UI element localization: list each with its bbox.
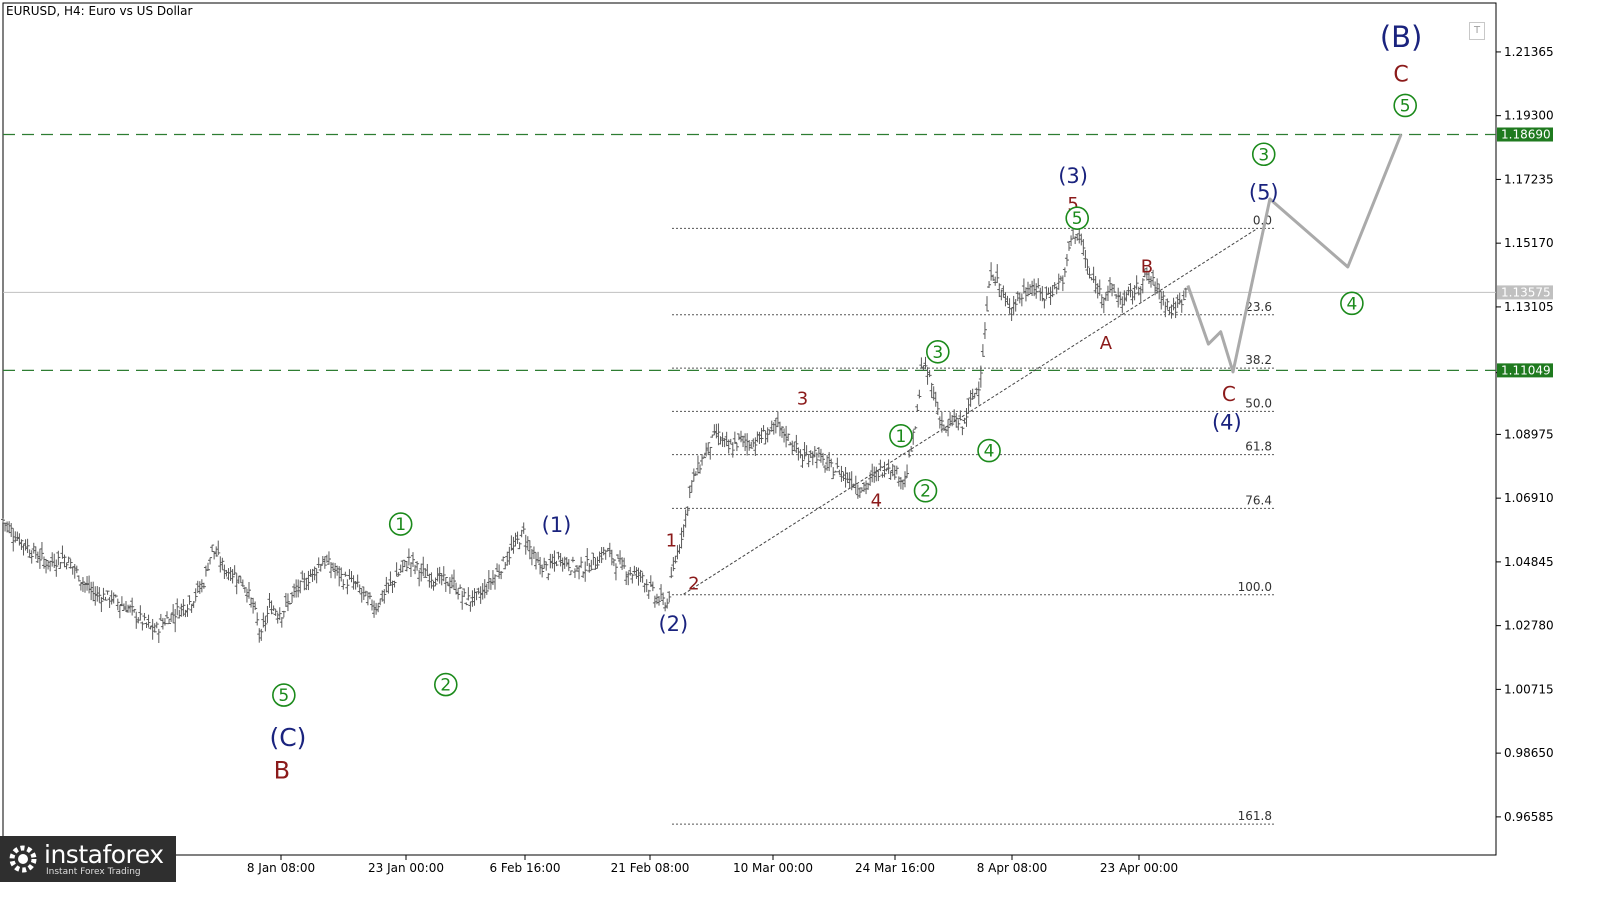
price-series-group <box>1 223 1188 643</box>
wave-label-4: 4 <box>984 442 995 462</box>
wave-label-4: 4 <box>1346 294 1357 314</box>
wave-label-B: B <box>1141 257 1153 278</box>
time-tick-label: 23 Apr 00:00 <box>1100 861 1178 875</box>
fib-label: 100.0 <box>1238 580 1272 594</box>
wave-label-(B): (B) <box>1380 20 1423 54</box>
level-tag <box>1497 363 1553 378</box>
wave-label-(5): (5) <box>1249 180 1279 204</box>
wave-label-circle <box>1251 142 1276 167</box>
wave-label-5: 5 <box>1072 209 1083 229</box>
level-tag-label: 1.11049 <box>1501 363 1551 377</box>
wave-label-(4): (4) <box>1212 411 1242 435</box>
level-tag <box>1497 127 1553 142</box>
fib-label: 23.6 <box>1245 300 1272 314</box>
fib-label: 61.8 <box>1245 440 1272 454</box>
wave-label-circle <box>1393 93 1417 118</box>
current-price-tag <box>1497 285 1553 300</box>
price-tick-label: 1.08975 <box>1504 427 1554 441</box>
gear-logo-icon <box>9 845 37 873</box>
logo-tagline: Instant Forex Trading <box>46 867 141 877</box>
wave-label-1: 1 <box>395 515 406 535</box>
instaforex-logo: instaforex Instant Forex Trading <box>0 836 176 882</box>
wave-label-1: 1 <box>895 427 906 447</box>
wave-label-3: 3 <box>932 343 943 363</box>
price-tick-label: 1.21365 <box>1504 45 1554 59</box>
trendline-group <box>683 227 1258 595</box>
time-tick-label: 24 Mar 16:00 <box>855 861 935 875</box>
projection-group <box>1186 133 1403 374</box>
logo-name: instaforex <box>44 840 164 869</box>
price-axis[interactable]: 1.213651.193001.172351.151701.131051.109… <box>1496 45 1554 824</box>
price-tick-label: 0.98650 <box>1504 746 1554 760</box>
fibonacci-group: 0.0 23.6 38.2 50.0 61.8 76.4 100.0 161.8 <box>672 213 1274 825</box>
wave-label-circle <box>977 438 1001 463</box>
level-tag-label: 1.18690 <box>1501 128 1551 142</box>
fib-label: 38.2 <box>1245 353 1272 367</box>
price-tick-label: 1.15170 <box>1504 236 1554 250</box>
wave-label-circle <box>889 423 913 448</box>
wave-trendline <box>683 227 1258 595</box>
forecast-path <box>1186 133 1403 374</box>
price-tick-label: 1.06910 <box>1504 491 1554 505</box>
wave-label-5: 5 <box>1067 194 1078 215</box>
wave-label-circle <box>925 340 950 364</box>
wave-label-(C): (C) <box>269 723 306 752</box>
wave-label-2: 2 <box>440 676 451 696</box>
wave-label-circle <box>388 512 413 536</box>
wave-label-circle <box>433 672 458 697</box>
wave-label-2: 2 <box>920 482 931 502</box>
price-tick-label: 1.00715 <box>1504 682 1554 696</box>
price-tick-label: 0.96585 <box>1504 810 1554 824</box>
horizontal-levels-group <box>3 133 1496 371</box>
wave-label-2: 2 <box>688 574 699 595</box>
time-tick-label: 23 Jan 00:00 <box>368 861 444 875</box>
wave-label-circle <box>1340 291 1364 316</box>
time-tick-label: 6 Feb 16:00 <box>489 861 560 875</box>
fib-label: 76.4 <box>1245 493 1272 507</box>
price-tick-label: 1.13105 <box>1504 300 1554 314</box>
wave-labels-group: (B)C53(5)4(3)55BAC(4)31423412(2)(1)125(C… <box>269 20 1422 784</box>
time-tick-label: 8 Jan 08:00 <box>247 861 315 875</box>
time-tick-label: 10 Mar 00:00 <box>733 861 813 875</box>
wave-label-circle <box>913 478 938 503</box>
chart-title: EURUSD, H4: Euro vs US Dollar <box>6 4 193 18</box>
price-tick-label: 1.17235 <box>1504 172 1554 186</box>
wave-label-5: 5 <box>278 686 289 706</box>
wave-label-A: A <box>1100 333 1113 354</box>
price-tick-label: 1.19300 <box>1504 109 1554 123</box>
fib-label: 0.0 <box>1253 213 1272 227</box>
trade-panel-button[interactable]: T <box>1469 22 1485 40</box>
wave-label-C: C <box>1393 63 1408 88</box>
wave-label-4: 4 <box>871 490 882 511</box>
time-tick-label: 21 Feb 08:00 <box>611 861 690 875</box>
fib-label: 161.8 <box>1238 809 1272 823</box>
price-tick-label: 1.02780 <box>1504 619 1554 633</box>
wave-label-B: B <box>274 757 290 785</box>
time-tick-label: 8 Apr 08:00 <box>977 861 1048 875</box>
wave-label-3: 3 <box>1258 145 1269 165</box>
chart-frame <box>2 2 1497 856</box>
wave-label-C: C <box>1222 382 1236 406</box>
wave-label-3: 3 <box>797 388 808 409</box>
wave-label-(1): (1) <box>542 513 572 537</box>
price-tick-label: 1.04845 <box>1504 555 1554 569</box>
fib-label: 50.0 <box>1245 396 1272 410</box>
current-price-label: 1.13575 <box>1501 285 1551 299</box>
wave-label-5: 5 <box>1400 96 1411 116</box>
wave-label-1: 1 <box>666 530 677 551</box>
wave-label-(2): (2) <box>658 612 688 636</box>
wave-label-circle <box>1065 206 1089 230</box>
wave-label-(3): (3) <box>1058 164 1088 188</box>
wave-label-circle <box>272 683 296 707</box>
